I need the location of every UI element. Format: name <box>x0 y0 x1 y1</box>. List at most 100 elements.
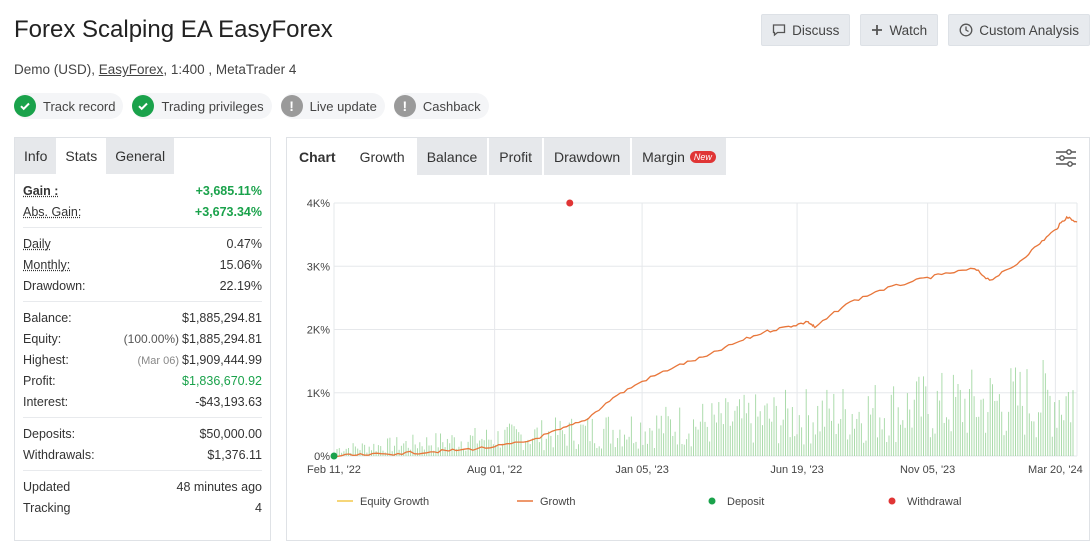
y-tick-label: 2K% <box>307 325 330 337</box>
chart-tabs: Chart Growth Balance Profit Drawdown Mar… <box>287 138 1089 175</box>
tab-growth[interactable]: Growth <box>359 148 405 165</box>
stat-daily: Daily 0.47% <box>23 233 262 254</box>
discuss-button[interactable]: Discuss <box>761 14 851 46</box>
growth-chart[interactable]: 0% 1K% 2K% 3K% 4K% Feb 11, '22 Aug 01, '22 Jan … <box>287 175 1089 540</box>
watch-button[interactable]: Watch <box>860 14 939 46</box>
stat-value: $1,836,670.92 <box>182 373 262 388</box>
legend-label: Growth <box>540 496 575 508</box>
clock-icon <box>959 23 973 37</box>
stat-interest: Interest: -$43,193.63 <box>23 391 262 412</box>
stat-label[interactable]: Gain : <box>23 183 59 198</box>
stat-label: Profit: <box>23 373 56 388</box>
stat-label: Deposits: <box>23 426 76 441</box>
stat-value: 15.06% <box>219 257 262 272</box>
badge-trading-privileges[interactable]: Trading privileges <box>132 93 272 119</box>
plus-icon <box>872 25 883 35</box>
stat-value: 0.47% <box>226 236 262 251</box>
stat-gain: Gain : +3,685.11% <box>23 180 262 201</box>
divider <box>23 301 262 302</box>
comment-icon <box>773 24 786 37</box>
stat-label[interactable]: Monthly: <box>23 257 71 272</box>
divider <box>23 227 262 228</box>
chart-panel: Chart Growth Balance Profit Drawdown Mar… <box>286 137 1090 541</box>
legend-swatch <box>888 497 896 505</box>
tab-general[interactable]: General <box>106 138 175 174</box>
divider <box>23 470 262 471</box>
x-tick-label: Mar 20, '24 <box>1028 464 1083 476</box>
badge-label: Cashback <box>422 98 481 114</box>
stats-panel: Info Stats General Gain : +3,685.11% Abs.… <box>14 137 271 541</box>
equity-percent: (100.00%) <box>123 331 180 346</box>
badge-label: Trading privileges <box>161 98 264 114</box>
badge-label: Live update <box>309 98 377 114</box>
badge-live-update[interactable]: ! Live update <box>280 93 385 119</box>
stat-label: Withdrawals: <box>23 447 95 462</box>
stat-label[interactable]: Daily <box>23 236 51 251</box>
custom-analysis-label: Custom Analysis <box>979 22 1079 38</box>
badge-cashback[interactable]: ! Cashback <box>393 93 489 119</box>
stat-value: 22.19% <box>219 278 262 293</box>
new-badge: New <box>689 150 716 163</box>
tab-balance[interactable]: Balance <box>416 138 488 175</box>
custom-analysis-button[interactable]: Custom Analysis <box>948 14 1090 46</box>
stats-tabs: Info Stats General <box>15 138 270 174</box>
stat-label[interactable]: Abs. Gain: <box>23 204 82 219</box>
badge-label: Track record <box>43 98 116 114</box>
stat-withdrawals: Withdrawals: $1,376.11 <box>23 444 262 465</box>
x-tick-label: Feb 11, '22 <box>307 464 361 476</box>
tab-info[interactable]: Info <box>15 138 57 174</box>
stat-equity: Equity: (100.00%) $1,885,294.81 <box>23 328 262 349</box>
highest-date: (Mar 06) <box>137 354 180 367</box>
x-tick-label: Jun 19, '23 <box>770 464 823 476</box>
tab-margin[interactable]: Margin New <box>632 138 726 175</box>
stat-label: Tracking <box>23 500 71 515</box>
stat-deposits: Deposits: $50,000.00 <box>23 423 262 444</box>
deposit-marker <box>330 452 338 460</box>
watch-label: Watch <box>889 22 928 38</box>
stat-value: $1,885,294.81 <box>182 331 262 346</box>
chart-heading: Chart <box>299 148 336 165</box>
stat-updated: Updated 48 minutes ago <box>23 476 262 497</box>
stat-tracking: Tracking 4 <box>23 497 262 518</box>
x-tick-label: Nov 05, '23 <box>900 464 955 476</box>
discuss-label: Discuss <box>792 22 840 38</box>
stat-abs-gain: Abs. Gain: +3,673.34% <box>23 201 262 222</box>
y-tick-label: 3K% <box>307 261 330 273</box>
stat-value: 48 minutes ago <box>176 479 262 494</box>
account-type: Demo (USD), <box>14 62 96 77</box>
stat-value: $50,000.00 <box>199 426 262 441</box>
stat-value: $1,909,444.99 <box>182 352 262 367</box>
stat-profit: Profit: $1,836,670.92 <box>23 370 262 391</box>
account-info: Demo (USD), EasyForex, 1:400 , MetaTrade… <box>14 62 296 77</box>
y-tick-label: 4K% <box>307 198 330 210</box>
check-icon <box>132 95 155 117</box>
tab-stats[interactable]: Stats <box>56 138 107 174</box>
stats-list: Gain : +3,685.11% Abs. Gain: +3,673.34% Da… <box>15 174 270 518</box>
stat-label: Highest: <box>23 352 69 367</box>
x-tick-label: Aug 01, '22 <box>467 464 522 476</box>
x-tick-label: Jan 05, '23 <box>615 464 668 476</box>
exclamation-icon: ! <box>280 95 303 117</box>
stat-value: $1,885,294.81 <box>182 310 262 325</box>
y-tick-label: 1K% <box>307 388 330 400</box>
legend-label: Withdrawal <box>907 496 961 508</box>
top-actions: Discuss Watch Custom Analysis <box>761 14 1090 46</box>
legend-label: Equity Growth <box>360 496 429 508</box>
broker-link[interactable]: EasyForex <box>98 62 164 77</box>
stat-label: Interest: <box>23 394 69 409</box>
stat-drawdown: Drawdown: 22.19% <box>23 275 262 296</box>
stat-value: +3,685.11% <box>195 183 262 198</box>
legend-swatch <box>708 497 716 505</box>
stat-balance: Balance: $1,885,294.81 <box>23 307 262 328</box>
margin-label: Margin <box>642 148 685 165</box>
tab-drawdown[interactable]: Drawdown <box>543 138 631 175</box>
exclamation-icon: ! <box>393 95 416 117</box>
tab-profit[interactable]: Profit <box>489 138 542 175</box>
stat-value: +3,673.34% <box>194 204 262 219</box>
check-icon <box>14 95 36 117</box>
badge-track-record[interactable]: Track record <box>14 93 124 119</box>
settings-sliders-icon[interactable] <box>1055 148 1077 168</box>
stat-monthly: Monthly: 15.06% <box>23 254 262 275</box>
stat-highest: Highest: (Mar 06) $1,909,444.99 <box>23 349 262 370</box>
stat-label: Equity: <box>23 331 62 346</box>
